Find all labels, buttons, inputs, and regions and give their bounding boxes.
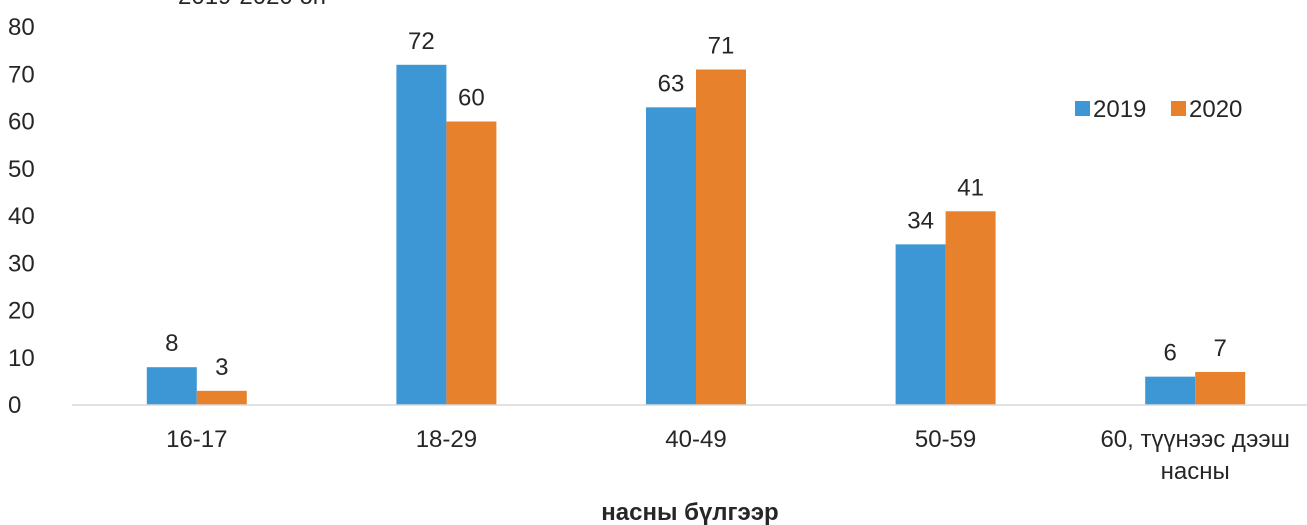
y-tick-label: 50 — [8, 156, 35, 183]
legend: 2019 2020 — [1075, 96, 1242, 123]
data-label: 71 — [708, 33, 735, 60]
bar-2019-0 — [146, 367, 197, 405]
bar-2020-4 — [1195, 371, 1246, 405]
y-tick-label: 40 — [8, 203, 35, 230]
data-label: 34 — [907, 207, 934, 234]
bar-2020-0 — [196, 390, 247, 405]
y-tick-label: 30 — [8, 250, 35, 277]
x-tick-label: 18-29 — [416, 426, 477, 453]
x-tick-label: 60, түүнээс дээш — [1100, 426, 1289, 453]
chart-title: 2019-2020 он — [178, 0, 326, 10]
y-tick-label: 60 — [8, 109, 35, 136]
y-axis-ticks: 0 10 20 30 40 50 60 70 80 — [8, 14, 35, 419]
data-label: 41 — [957, 174, 984, 201]
bar-2019-4 — [1145, 376, 1196, 405]
y-tick-label: 20 — [8, 298, 35, 325]
x-tick-label: 40-49 — [665, 426, 726, 453]
x-tick-label: 50-59 — [915, 426, 976, 453]
y-tick-label: 10 — [8, 345, 35, 372]
data-label: 3 — [215, 354, 228, 381]
data-label: 7 — [1214, 335, 1227, 362]
data-label: 60 — [458, 85, 485, 112]
legend-swatch — [1171, 101, 1186, 116]
bar-2019-2 — [646, 107, 696, 405]
bar-2020-1 — [446, 121, 497, 405]
category-labels: 16-17 18-29 40-49 50-59 60, түүнээс дээш насн… — [166, 426, 1290, 485]
bar-2019-1 — [396, 64, 447, 406]
data-label: 63 — [658, 70, 685, 97]
bars — [146, 64, 1246, 406]
x-axis-title: насны бүлгээр — [601, 499, 778, 525]
data-label: 8 — [165, 330, 178, 357]
x-tick-label: 16-17 — [166, 426, 227, 453]
bar-2019-3 — [895, 244, 946, 405]
bar-2020-3 — [945, 211, 996, 405]
data-label: 72 — [408, 28, 435, 55]
y-tick-label: 70 — [8, 61, 35, 88]
bar-2020-2 — [696, 69, 746, 406]
legend-label: 2020 — [1189, 96, 1242, 123]
legend-swatch — [1075, 101, 1090, 116]
data-label: 6 — [1164, 340, 1177, 367]
x-tick-label: насны — [1161, 458, 1230, 485]
y-tick-label: 80 — [8, 14, 35, 41]
data-labels: 8 3 72 60 63 71 34 41 6 7 — [165, 28, 1227, 381]
y-tick-label: 0 — [8, 392, 21, 419]
legend-label: 2019 — [1093, 96, 1146, 123]
